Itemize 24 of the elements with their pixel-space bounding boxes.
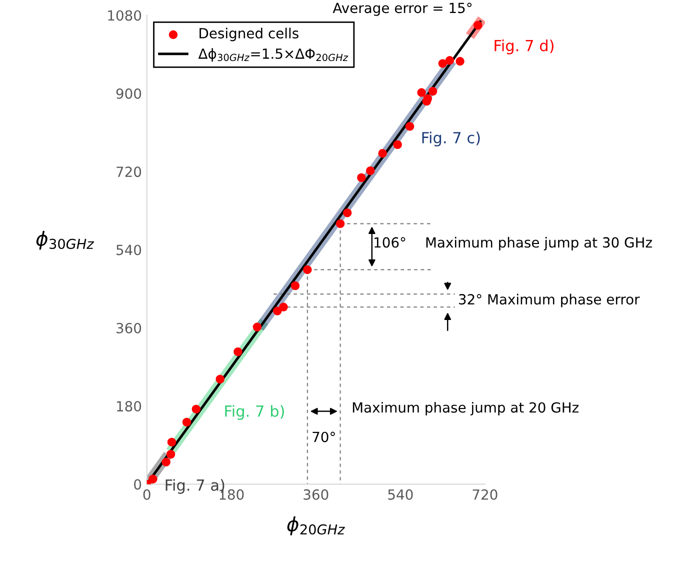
y-tick-label: 360 [116,322,142,334]
annotation: Maximum phase jump at 30 GHz [426,236,652,250]
annotation: 106° [374,237,406,248]
x-tick-label: 540 [388,489,413,500]
y-axis-title: ϕ$_{30GHz}$ [36,230,94,250]
x-tick-label: 360 [304,489,328,500]
legend-label: Δϕ$_{30GHz}$=1.5×ΔΦ$_{20GHz}$ [198,48,348,62]
x-tick-label: 0 [143,489,150,500]
series-label: Fig. 7 b) [225,405,284,420]
annotation: 70° [312,432,335,442]
x-tick-label: 720 [472,489,498,500]
y-tick-label: 540 [116,244,142,256]
series-label: Fig. 7 c) [422,132,480,146]
series-label: Fig. 7 d) [494,40,554,54]
y-tick-label: 180 [117,401,142,412]
y-tick-label: 900 [116,88,142,99]
annotation: Average error = 15° [332,2,472,16]
y-tick-label: 0 [134,479,142,490]
legend-label: Designed cells [200,28,298,42]
x-axis-title: ϕ$_{20GHz}$ [287,516,345,536]
annotation: 32° Maximum phase error [459,294,640,308]
y-tick-label: 720 [116,166,142,178]
annotation: Maximum phase jump at 20 GHz [352,402,579,416]
y-tick-label: 1080 [108,10,142,21]
